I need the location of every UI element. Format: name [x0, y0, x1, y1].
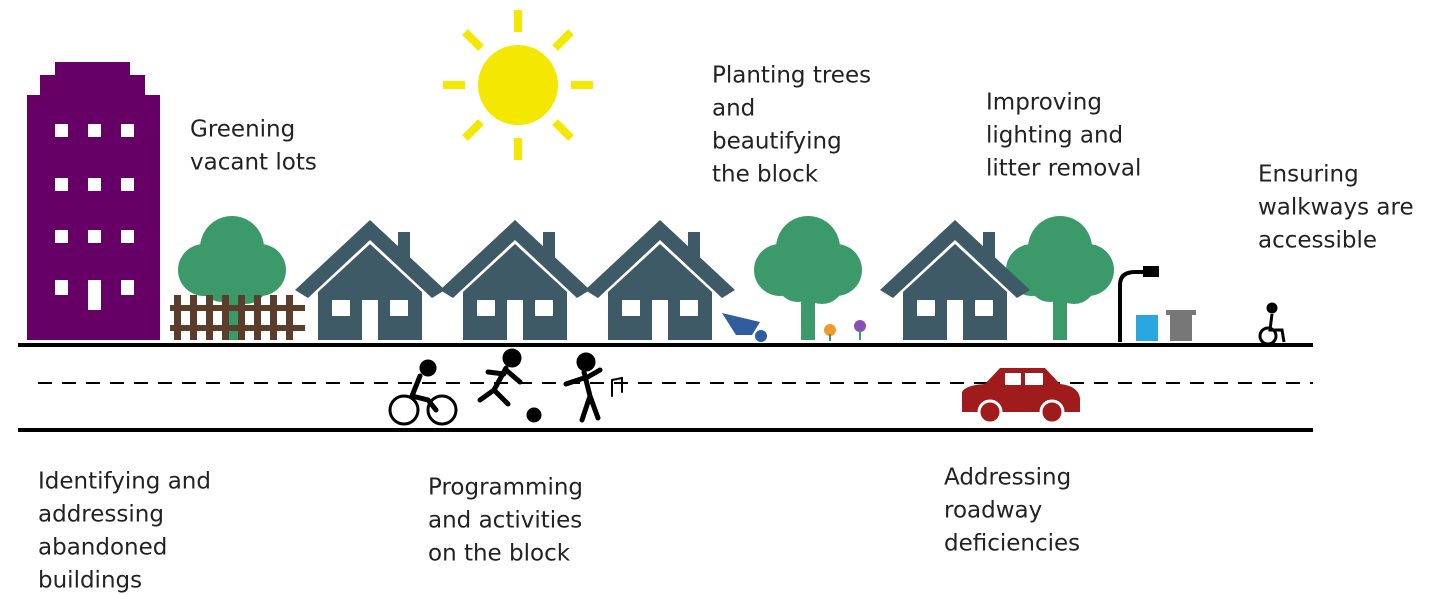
label-line: beautifying	[712, 129, 842, 155]
label-line: walkways are	[1258, 195, 1414, 221]
label-line: Identifying and	[38, 469, 211, 495]
label-line: the block	[712, 162, 819, 188]
label-line: litter removal	[986, 156, 1141, 182]
label-line: lighting and	[986, 123, 1123, 149]
label-line: abandoned	[38, 535, 167, 561]
sun	[443, 10, 593, 160]
road	[18, 345, 1313, 430]
label-line: and	[712, 96, 755, 122]
tree	[1006, 216, 1114, 340]
label-line: roadway	[944, 498, 1042, 524]
label-line: buildings	[38, 568, 142, 594]
house	[295, 220, 445, 340]
label-line: addressing	[38, 502, 164, 528]
street-scene: Greening vacant lots Planting trees and beau…	[0, 0, 1453, 595]
label-line: Improving	[986, 90, 1102, 116]
label-line: accessible	[1258, 228, 1377, 254]
flowers	[824, 320, 866, 341]
house	[585, 220, 735, 340]
label-line: deficiencies	[944, 531, 1080, 557]
label-line: Planting trees	[712, 63, 871, 89]
label-line: Addressing	[944, 465, 1071, 491]
label-line: and activities	[428, 508, 582, 534]
house	[440, 220, 590, 340]
tree	[754, 216, 862, 340]
label-line: Programming	[428, 475, 583, 501]
label-line: on the block	[428, 541, 571, 567]
building	[27, 62, 160, 340]
wheelbarrow	[722, 313, 767, 342]
label-line: Ensuring	[1258, 162, 1359, 188]
label-line: Greening	[190, 117, 295, 143]
wheelchair-icon	[1260, 304, 1284, 344]
activity-figures	[390, 351, 622, 424]
house	[880, 220, 1030, 340]
car	[962, 368, 1080, 423]
bins	[1136, 310, 1196, 341]
label-line: vacant lots	[190, 150, 317, 176]
